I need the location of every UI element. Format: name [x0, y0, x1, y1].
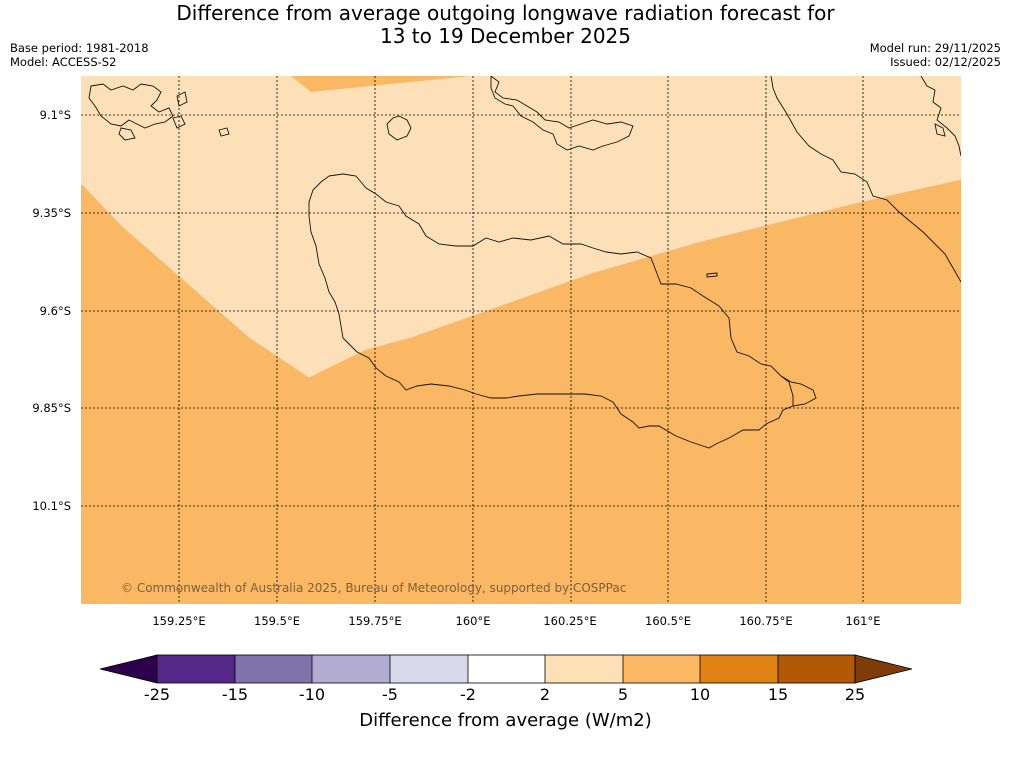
- colorbar-tick-1: -25: [143, 685, 171, 704]
- colorbar-tick-4: -5: [382, 685, 398, 704]
- lon-label-6: 160.5°E: [645, 614, 691, 628]
- malaita-coast: [770, 76, 961, 283]
- russell-islands-coast: [88, 83, 174, 129]
- colorbar: [99, 654, 913, 684]
- map-title: Difference from average outgoing longwav…: [0, 2, 1011, 48]
- colorbar-tick-9: 15: [767, 685, 789, 704]
- colorbar-swatch-9: [778, 655, 855, 683]
- colorbar-swatch-5: [468, 655, 545, 683]
- malaita-islet: [934, 123, 946, 137]
- lon-label-8: 161°E: [845, 614, 881, 628]
- colorbar-outline: [156, 654, 856, 684]
- savo-island-coast: [386, 115, 412, 141]
- lon-label-2: 159.5°E: [254, 614, 300, 628]
- lat-label-4: 9.85°S: [32, 401, 71, 415]
- lon-label-3: 159.75°E: [348, 614, 402, 628]
- colorbar-label: Difference from average (W/m2): [359, 710, 652, 731]
- lat-label-3: 9.6°S: [39, 304, 71, 318]
- russell-islet-1: [176, 91, 188, 107]
- graticule: [81, 76, 961, 604]
- malaita-north-coast: [920, 76, 961, 157]
- map-canvas: [81, 76, 961, 604]
- colorbar-swatch-8: [700, 655, 778, 683]
- colorbar-tick-3: -10: [298, 685, 326, 704]
- map-svg: [81, 76, 961, 604]
- colorbar-swatch-3: [312, 655, 390, 683]
- model-run: Model run: 29/11/2025: [869, 41, 1001, 55]
- title-line-1: Difference from average outgoing longwav…: [176, 1, 835, 25]
- marau-sound-coast: [780, 375, 817, 407]
- lat-label-1: 9.1°S: [39, 108, 71, 122]
- colorbar-tick-7: 5: [617, 685, 629, 704]
- lat-label-2: 9.35°S: [32, 206, 71, 220]
- colorbar-swatch-1: [157, 655, 235, 683]
- issued-date: Issued: 02/12/2025: [890, 55, 1001, 69]
- meta-left: Base period: 1981-2018 Model: ACCESS-S2: [10, 41, 149, 69]
- colorbar-swatch-6: [545, 655, 623, 683]
- colorbar-tick-8: 10: [689, 685, 711, 704]
- anomaly-region-2-5: [81, 76, 961, 378]
- lon-label-7: 160.75°E: [739, 614, 793, 628]
- meta-right: Model run: 29/11/2025 Issued: 02/12/2025: [870, 41, 1001, 69]
- russell-islet-3: [118, 127, 136, 141]
- colorbar-swatch-2: [235, 655, 312, 683]
- coastlines: [88, 76, 961, 449]
- russell-islet-4: [218, 127, 230, 137]
- base-period: Base period: 1981-2018: [10, 41, 149, 55]
- russell-islet-2: [172, 115, 186, 129]
- colorbar-tick-6: 2: [539, 685, 551, 704]
- copyright-notice: © Commonwealth of Australia 2025, Bureau…: [121, 581, 627, 595]
- lon-label-1: 159.25°E: [152, 614, 206, 628]
- colorbar-extend-low: [99, 654, 158, 684]
- lat-label-5: 10.1°S: [32, 499, 71, 513]
- colorbar-swatch-4: [390, 655, 468, 683]
- colorbar-swatch-7: [623, 655, 700, 683]
- colorbar-tick-2: -15: [221, 685, 249, 704]
- florida-islands-coast: [490, 76, 634, 151]
- colorbar-svg: [99, 654, 913, 684]
- contour-boundary: [81, 179, 961, 379]
- model-name: Model: ACCESS-S2: [10, 55, 117, 69]
- colorbar-tick-5: -2: [460, 685, 476, 704]
- lon-label-4: 160°E: [455, 614, 491, 628]
- colorbar-extend-high: [854, 654, 913, 684]
- lon-label-5: 160.25°E: [543, 614, 597, 628]
- colorbar-tick-10: 25: [844, 685, 866, 704]
- small-islet: [706, 272, 718, 278]
- title-line-2: 13 to 19 December 2025: [379, 24, 631, 48]
- guadalcanal-coast: [308, 173, 794, 449]
